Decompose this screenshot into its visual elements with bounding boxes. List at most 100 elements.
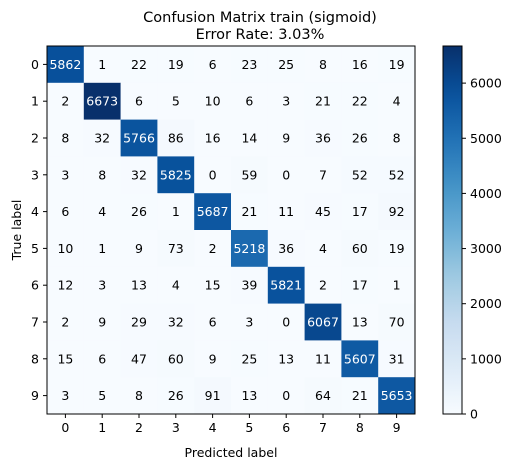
cell-value-label: 2 (61, 315, 69, 330)
heatmap-cell (378, 303, 416, 341)
heatmap-cell (231, 377, 269, 415)
colorbar: 0 1000 2000 3000 4000 5000 6000 (442, 45, 502, 422)
cell-value-label: 64 (315, 388, 331, 403)
y-tick-label: 2 (31, 131, 39, 146)
cell-value-label: 13 (241, 388, 257, 403)
colorbar-tick-label: 2000 (470, 296, 502, 311)
y-tick-label: 6 (31, 278, 39, 293)
y-tick-label: 0 (31, 57, 39, 72)
cell-value-label: 92 (389, 204, 405, 219)
heatmap-cell (267, 156, 305, 194)
x-tick-label: 3 (172, 420, 180, 435)
cell-value-label: 0 (209, 167, 217, 182)
heatmap-cell (120, 303, 158, 341)
cell-value-label: 6673 (86, 94, 118, 109)
heatmap-cell (120, 266, 158, 304)
cell-value-label: 5825 (160, 167, 192, 182)
cell-value-label: 11 (278, 204, 294, 219)
heatmap-cell (157, 377, 195, 415)
heatmap-cell (120, 377, 158, 415)
cell-value-label: 6 (209, 315, 217, 330)
cell-value-label: 23 (241, 57, 257, 72)
heatmap-cell (267, 193, 305, 231)
heatmap-cell (194, 266, 232, 304)
heatmap-cell (378, 266, 416, 304)
x-tick-label: 7 (319, 420, 327, 435)
heatmap-cell (157, 266, 195, 304)
heatmap-cell (83, 193, 121, 231)
cell-value-label: 5821 (270, 278, 302, 293)
cell-value-label: 8 (135, 388, 143, 403)
heatmap-cell (231, 266, 269, 304)
cell-value-label: 6067 (307, 315, 339, 330)
heatmap-cell (304, 82, 342, 120)
heatmap-cell (157, 193, 195, 231)
x-tick-label: 2 (135, 420, 143, 435)
heatmap-cell (304, 119, 342, 157)
cell-value-label: 86 (168, 131, 184, 146)
heatmap-cell (157, 156, 195, 194)
chart-subtitle: Error Rate: 3.03% (196, 27, 325, 43)
cell-value-label: 19 (168, 57, 184, 72)
heatmap-cell (341, 156, 379, 194)
heatmap-cell (231, 156, 269, 194)
heatmap-cell (378, 193, 416, 231)
heatmap-cell (304, 266, 342, 304)
heatmap-cell (304, 156, 342, 194)
y-axis-label: True label (9, 200, 24, 262)
heatmap-cell (378, 46, 416, 84)
cell-value-label: 9 (98, 315, 106, 330)
cell-value-label: 1 (172, 204, 180, 219)
heatmap-cell (157, 82, 195, 120)
heatmap-cell (378, 377, 416, 415)
heatmap-cell (83, 46, 121, 84)
heatmap-cell (83, 230, 121, 268)
y-tick-label: 7 (31, 315, 39, 330)
heatmap-cell (47, 266, 85, 304)
cell-value-label: 5862 (49, 57, 81, 72)
cell-value-label: 1 (98, 241, 106, 256)
x-tick-label: 0 (61, 420, 69, 435)
cell-value-label: 9 (282, 131, 290, 146)
x-tick-label: 9 (393, 420, 401, 435)
cell-value-label: 60 (168, 351, 184, 366)
heatmap-cell (120, 156, 158, 194)
cell-value-label: 1 (393, 278, 401, 293)
cell-value-label: 6 (61, 204, 69, 219)
heatmap-cell (267, 46, 305, 84)
heatmap-cell (194, 46, 232, 84)
cell-value-label: 8 (61, 131, 69, 146)
heatmap-cell (47, 46, 85, 84)
cell-value-label: 4 (172, 278, 180, 293)
heatmap-cell (120, 82, 158, 120)
colorbar-tick-label: 6000 (470, 76, 502, 91)
y-tick-label: 9 (31, 388, 39, 403)
cell-labels: 5862 1 22 19 6 23 25 8 16 192 6673 6 5 10 6 3 21 22 48 32 57… (49, 57, 412, 403)
cell-value-label: 5 (98, 388, 106, 403)
heatmap-cell (231, 46, 269, 84)
cell-value-label: 45 (315, 204, 331, 219)
heatmap-cell (378, 156, 416, 194)
cell-value-label: 16 (352, 57, 368, 72)
colorbar-tick-label: 0 (470, 407, 478, 422)
heatmap-cell (378, 230, 416, 268)
cell-value-label: 19 (389, 57, 405, 72)
cell-value-label: 3 (61, 167, 69, 182)
heatmap-cell (157, 46, 195, 84)
cell-value-label: 8 (393, 131, 401, 146)
heatmap-cell (304, 230, 342, 268)
cell-value-label: 5653 (381, 388, 413, 403)
y-tick-label: 1 (31, 94, 39, 109)
heatmap-cell (47, 340, 85, 378)
heatmap-cell (341, 303, 379, 341)
heatmap-cell (83, 377, 121, 415)
cell-value-label: 15 (205, 278, 221, 293)
heatmap-cell (83, 303, 121, 341)
heatmap-cell (231, 82, 269, 120)
heatmap-cell (267, 377, 305, 415)
heatmap-cell (231, 340, 269, 378)
colorbar-tick-label: 3000 (470, 241, 502, 256)
cell-value-label: 5687 (197, 204, 229, 219)
heatmap-cell (83, 82, 121, 120)
